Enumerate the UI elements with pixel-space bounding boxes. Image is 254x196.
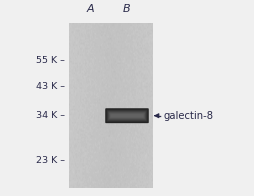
FancyBboxPatch shape — [108, 112, 146, 120]
Text: galectin-8: galectin-8 — [164, 111, 214, 121]
Text: 55 K –: 55 K – — [36, 56, 65, 65]
FancyBboxPatch shape — [110, 113, 144, 118]
Text: 23 K –: 23 K – — [36, 156, 65, 165]
FancyBboxPatch shape — [107, 111, 147, 121]
Text: A: A — [86, 4, 94, 14]
FancyBboxPatch shape — [110, 114, 144, 117]
FancyBboxPatch shape — [106, 109, 148, 122]
Text: 34 K –: 34 K – — [36, 111, 65, 120]
FancyBboxPatch shape — [109, 112, 145, 119]
FancyBboxPatch shape — [111, 114, 143, 117]
FancyBboxPatch shape — [106, 109, 148, 122]
FancyBboxPatch shape — [109, 113, 145, 119]
FancyBboxPatch shape — [108, 111, 146, 120]
FancyBboxPatch shape — [105, 108, 149, 123]
Text: 43 K –: 43 K – — [36, 82, 65, 91]
Text: B: B — [123, 4, 131, 14]
FancyBboxPatch shape — [107, 110, 147, 122]
